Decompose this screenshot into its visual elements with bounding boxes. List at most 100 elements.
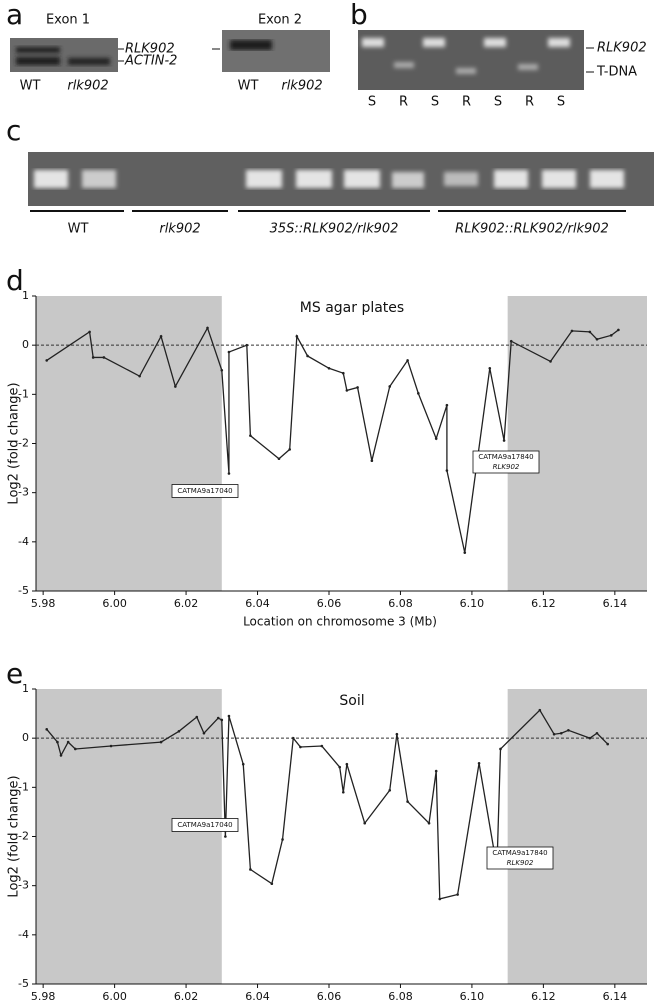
data-point <box>553 733 556 736</box>
lane-label: S <box>557 95 565 110</box>
data-point <box>242 763 245 766</box>
data-point <box>45 728 48 731</box>
chart-title: MS agar plates <box>300 300 404 316</box>
lane-label: WT <box>20 79 41 94</box>
data-point <box>249 434 252 437</box>
group-label: WT <box>68 222 89 237</box>
lane-label: rlk902 <box>281 79 322 94</box>
panel-letter: b <box>350 0 368 31</box>
data-point <box>417 392 420 395</box>
annotation: RLK902 <box>493 463 520 471</box>
panel-letter: a <box>6 0 23 31</box>
data-point <box>221 719 224 722</box>
band-label: ACTIN-2 <box>124 54 177 69</box>
data-point <box>478 762 481 765</box>
annotation: RLK902 <box>507 859 534 867</box>
x-tick-label: 6.14 <box>603 597 628 610</box>
x-tick-label: 6.08 <box>388 990 413 1003</box>
data-point <box>249 868 252 871</box>
data-point <box>617 329 620 332</box>
x-tick-label: 6.04 <box>245 597 270 610</box>
band-label: RLK902 <box>597 41 647 56</box>
y-tick-label: 1 <box>22 289 29 302</box>
band-label: T-DNA <box>596 65 637 80</box>
data-point <box>271 882 274 885</box>
lane-label: S <box>431 95 439 110</box>
y-tick-label: -5 <box>18 977 29 990</box>
annotation: CATMA9a17840 <box>492 849 547 857</box>
data-point <box>174 385 177 388</box>
shaded-region <box>36 296 222 591</box>
data-point <box>228 472 231 475</box>
x-tick-label: 6.06 <box>317 597 342 610</box>
data-point <box>438 898 441 901</box>
data-point <box>67 741 70 744</box>
x-tick-label: 5.98 <box>31 990 56 1003</box>
data-point <box>406 359 409 362</box>
data-point <box>338 766 341 769</box>
data-point <box>446 404 449 407</box>
data-point <box>567 729 570 732</box>
data-point <box>346 389 349 392</box>
data-point <box>589 737 592 740</box>
data-point <box>74 748 77 751</box>
data-point <box>292 737 295 740</box>
y-tick-label: 0 <box>22 731 29 744</box>
data-point <box>499 748 502 751</box>
data-point <box>446 469 449 472</box>
gel-bands <box>230 40 272 50</box>
figure: a Exon 1 Exon 2 WT rlk902 WT rlk902 RLK9… <box>0 0 659 1005</box>
gel-title: Exon 1 <box>46 13 90 28</box>
x-tick-label: 6.00 <box>102 597 127 610</box>
data-point <box>435 437 438 440</box>
data-point <box>224 835 227 838</box>
data-point <box>371 459 374 462</box>
x-tick-label: 6.10 <box>460 597 485 610</box>
chart-title: Soil <box>339 693 364 709</box>
data-point <box>246 344 249 347</box>
data-point <box>406 800 409 803</box>
data-point <box>428 822 431 825</box>
y-tick-label: 0 <box>22 338 29 351</box>
data-point <box>45 359 48 362</box>
data-point <box>321 745 324 748</box>
x-tick-label: 6.06 <box>317 990 342 1003</box>
data-point <box>539 709 542 712</box>
gel <box>222 30 330 72</box>
data-point <box>296 335 299 338</box>
data-point <box>328 367 331 370</box>
lane-label: rlk902 <box>67 79 108 94</box>
data-point <box>589 331 592 334</box>
data-point <box>228 715 231 718</box>
y-tick-label: -5 <box>18 584 29 597</box>
y-tick-label: -4 <box>18 928 29 941</box>
shaded-region <box>36 689 222 984</box>
x-tick-label: 6.02 <box>174 597 199 610</box>
data-point <box>92 356 95 359</box>
lane-label: R <box>399 95 408 110</box>
lane-label: S <box>368 95 376 110</box>
data-point <box>388 385 391 388</box>
data-point <box>60 754 63 757</box>
x-tick-label: 6.14 <box>603 990 628 1003</box>
data-point <box>356 386 359 389</box>
data-point <box>456 893 459 896</box>
x-axis-label: Location on chromosome 3 (Mb) <box>243 615 437 629</box>
x-tick-label: 6.12 <box>531 990 556 1003</box>
annotation: CATMA9a17040 <box>177 821 232 829</box>
data-point <box>203 732 206 735</box>
x-tick-label: 5.98 <box>31 597 56 610</box>
x-tick-label: 6.12 <box>531 597 556 610</box>
data-point <box>596 732 599 735</box>
data-point <box>306 355 309 358</box>
data-point <box>346 763 349 766</box>
page: {"panels": { "a": {"letter": "a", "gels"… <box>0 0 659 1005</box>
x-tick-label: 6.02 <box>174 990 199 1003</box>
data-point <box>160 335 163 338</box>
data-point <box>160 741 163 744</box>
y-tick-label: -4 <box>18 535 29 548</box>
lane-label: S <box>494 95 502 110</box>
data-point <box>510 340 513 343</box>
data-point <box>221 369 224 372</box>
x-tick-label: 6.10 <box>460 990 485 1003</box>
